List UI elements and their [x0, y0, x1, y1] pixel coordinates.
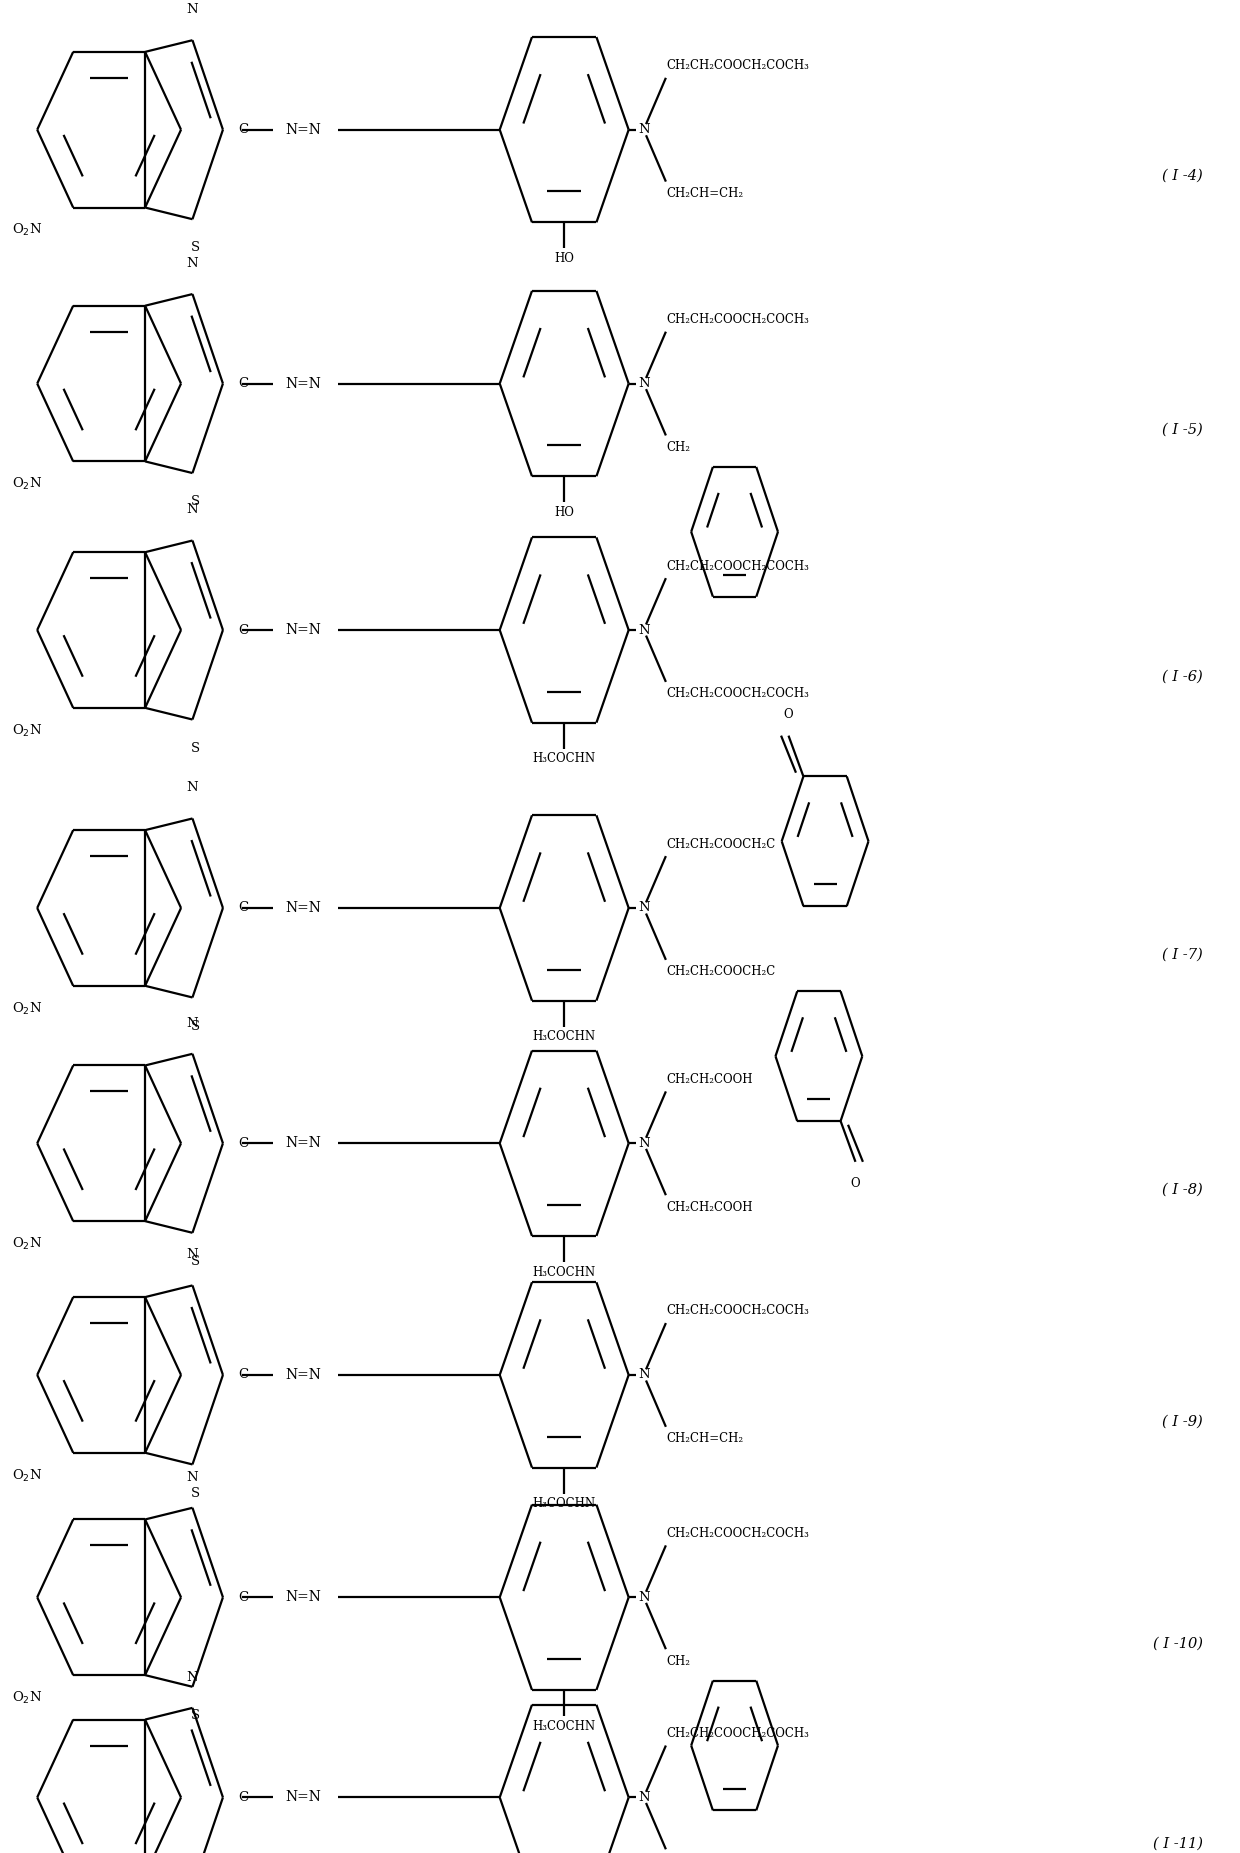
Text: HO: HO [554, 506, 574, 519]
Text: H₃COCHN: H₃COCHN [533, 1266, 595, 1279]
Text: N=N: N=N [285, 623, 321, 637]
Text: C: C [238, 1790, 248, 1805]
Text: ( Ⅰ -11): ( Ⅰ -11) [1153, 1836, 1203, 1851]
Text: C: C [238, 1590, 248, 1605]
Text: CH₂CH₂COOCH₂COCH₃: CH₂CH₂COOCH₂COCH₃ [666, 687, 808, 700]
Text: CH₂CH₂COOCH₂COCH₃: CH₂CH₂COOCH₂COCH₃ [666, 59, 808, 72]
Text: S: S [191, 241, 200, 254]
Text: S: S [191, 495, 200, 508]
Text: N: N [187, 504, 198, 517]
Text: H₃COCHN: H₃COCHN [533, 1497, 595, 1510]
Text: O$_2$N: O$_2$N [12, 222, 42, 239]
Text: N: N [639, 1590, 650, 1605]
Text: O$_2$N: O$_2$N [12, 1468, 42, 1484]
Text: S: S [191, 1708, 200, 1721]
Text: N: N [639, 1368, 650, 1382]
Text: N: N [187, 1249, 198, 1262]
Text: CH₂CH=CH₂: CH₂CH=CH₂ [666, 1432, 743, 1445]
Text: O$_2$N: O$_2$N [12, 1690, 42, 1707]
Text: O: O [851, 1177, 861, 1190]
Text: N=N: N=N [285, 376, 321, 391]
Text: N: N [187, 1471, 198, 1484]
Text: N: N [639, 376, 650, 391]
Text: N: N [187, 1017, 198, 1030]
Text: N: N [187, 258, 198, 271]
Text: N: N [639, 1790, 650, 1805]
Text: C: C [238, 376, 248, 391]
Text: CH₂CH₂COOCH₂COCH₃: CH₂CH₂COOCH₂COCH₃ [666, 560, 808, 573]
Text: CH₂: CH₂ [666, 441, 689, 454]
Text: CH₂CH₂COOH: CH₂CH₂COOH [666, 1201, 753, 1214]
Text: CH₂CH=CH₂: CH₂CH=CH₂ [666, 187, 743, 200]
Text: O$_2$N: O$_2$N [12, 1236, 42, 1253]
Text: ( Ⅰ -7): ( Ⅰ -7) [1162, 947, 1203, 962]
Text: N=N: N=N [285, 1368, 321, 1382]
Text: O$_2$N: O$_2$N [12, 1001, 42, 1017]
Text: N=N: N=N [285, 1590, 321, 1605]
Text: N: N [187, 1671, 198, 1684]
Text: N: N [639, 623, 650, 637]
Text: N: N [639, 901, 650, 915]
Text: CH₂CH₂COOCH₂COCH₃: CH₂CH₂COOCH₂COCH₃ [666, 1727, 808, 1740]
Text: H₃COCHN: H₃COCHN [533, 752, 595, 765]
Text: CH₂CH₂COOCH₂COCH₃: CH₂CH₂COOCH₂COCH₃ [666, 1305, 808, 1317]
Text: N=N: N=N [285, 122, 321, 137]
Text: CH₂: CH₂ [666, 1655, 689, 1668]
Text: N: N [187, 782, 198, 795]
Text: N: N [187, 4, 198, 17]
Text: ( Ⅰ -5): ( Ⅰ -5) [1162, 422, 1203, 437]
Text: CH₂CH₂COOH: CH₂CH₂COOH [666, 1073, 753, 1086]
Text: S: S [191, 1019, 200, 1032]
Text: S: S [191, 741, 200, 754]
Text: O$_2$N: O$_2$N [12, 476, 42, 493]
Text: ( Ⅰ -8): ( Ⅰ -8) [1162, 1182, 1203, 1197]
Text: CH₂CH₂COOCH₂COCH₃: CH₂CH₂COOCH₂COCH₃ [666, 1527, 808, 1540]
Text: N: N [639, 1136, 650, 1151]
Text: C: C [238, 1368, 248, 1382]
Text: C: C [238, 1136, 248, 1151]
Text: H₃COCHN: H₃COCHN [533, 1720, 595, 1733]
Text: N: N [639, 122, 650, 137]
Text: CH₂CH₂COOCH₂C: CH₂CH₂COOCH₂C [666, 838, 775, 851]
Text: CH₂CH₂COOCH₂C: CH₂CH₂COOCH₂C [666, 965, 775, 978]
Text: CH₂CH₂COOCH₂COCH₃: CH₂CH₂COOCH₂COCH₃ [666, 313, 808, 326]
Text: O: O [784, 708, 794, 721]
Text: N=N: N=N [285, 1790, 321, 1805]
Text: ( Ⅰ -10): ( Ⅰ -10) [1153, 1636, 1203, 1651]
Text: H₃COCHN: H₃COCHN [533, 1030, 595, 1043]
Text: ( Ⅰ -4): ( Ⅰ -4) [1162, 169, 1203, 183]
Text: O$_2$N: O$_2$N [12, 723, 42, 739]
Text: C: C [238, 901, 248, 915]
Text: C: C [238, 122, 248, 137]
Text: HO: HO [554, 252, 574, 265]
Text: ( Ⅰ -9): ( Ⅰ -9) [1162, 1414, 1203, 1429]
Text: N=N: N=N [285, 901, 321, 915]
Text: ( Ⅰ -6): ( Ⅰ -6) [1162, 669, 1203, 684]
Text: S: S [191, 1486, 200, 1499]
Text: N=N: N=N [285, 1136, 321, 1151]
Text: S: S [191, 1254, 200, 1267]
Text: C: C [238, 623, 248, 637]
